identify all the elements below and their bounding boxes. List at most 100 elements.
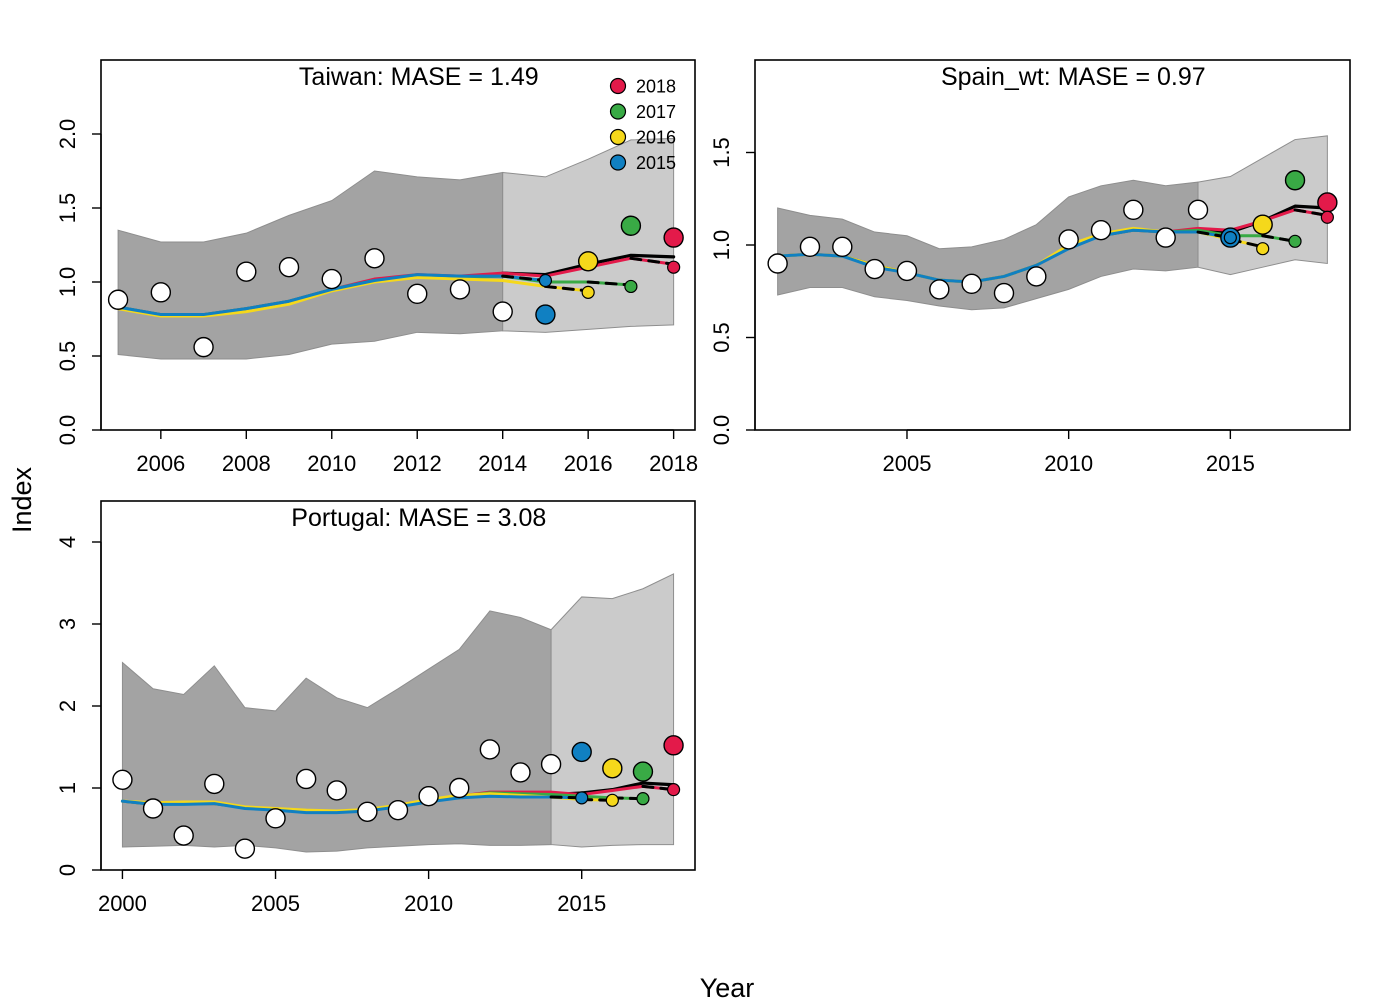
legend-label-2016: 2016 [636,128,676,148]
legend-label-2017: 2017 [636,102,676,122]
observed-point [1090,219,1112,241]
predicted-point-2016 [1256,242,1270,256]
observed-point [1123,199,1144,221]
observed-point [204,773,225,795]
observed-point [112,769,133,790]
figure-xlabel: Year [700,973,755,1000]
x-tick-label: 2006 [136,451,185,476]
peel-line-2015 [776,228,1232,284]
observed-point [663,735,684,756]
legend-marker-2015 [609,154,627,171]
predicted-point-2016 [605,793,619,807]
x-tick-label: 2010 [307,451,356,476]
observed-point [326,780,347,801]
peel-forecast-2016 [543,284,590,293]
peel-forecast-2018 [629,256,676,266]
predicted-point-2017 [636,792,650,806]
observed-point [1026,266,1047,287]
x-tick-label: 2014 [478,451,527,476]
observed-point [265,808,286,829]
observed-point [1058,229,1079,250]
observed-point [234,838,256,859]
observed-point [142,798,164,819]
confidence-band-fit [121,610,552,853]
observed-point [364,248,385,269]
observed-point [407,283,428,305]
observed-point [620,215,642,236]
x-tick-label: 2016 [564,451,613,476]
panel-title: Spain_wt: MASE = 0.97 [941,63,1206,91]
peel-forecast-2017 [586,280,633,287]
observed-point [571,741,592,763]
predicted-point-2017 [624,279,638,294]
y-tick-label: 3 [55,618,80,630]
observed-point [929,279,950,300]
observed-point [632,761,654,782]
predicted-point-2018 [666,783,681,797]
peel-line-2015 [120,794,584,815]
observed-point [864,258,885,280]
observed-point [663,227,684,248]
x-tick-label: 2005 [251,891,300,916]
y-tick-label: 1.0 [55,267,80,298]
observed-point [540,754,562,775]
confidence-band-fit [117,170,504,360]
observed-point [295,768,317,790]
y-tick-label: 1.5 [709,137,734,168]
y-tick-label: 1.5 [55,193,80,224]
predicted-point-2017 [1288,234,1302,248]
observed-point [767,253,788,274]
chart-panel-1: 2006 2008 2010 2012 2014 2016 2018 0.0 0.5 1.0 1.5… [55,59,698,476]
legend-label-2015: 2015 [636,153,676,173]
observed-point [1155,227,1176,248]
observed-point [418,786,439,807]
predicted-point-2015 [538,273,553,288]
observed-point [193,336,214,358]
peel-forecast-2015 [501,274,547,283]
figure-ylabel: Index [7,466,37,533]
legend-marker-2018 [609,77,627,95]
observed-point [173,825,194,846]
chart-panel-2: 2005 2010 2015 0.0 0.5 1.0 1.5 Spain_wt: MASE =… [709,59,1351,476]
observed-point [357,801,378,822]
observed-point [387,799,409,821]
y-tick-label: 0 [55,864,80,876]
observed-point [832,236,853,258]
x-tick-label: 2018 [649,451,698,476]
observed-point [278,257,300,278]
y-tick-label: 0.5 [709,322,734,353]
peel-line-2015 [116,273,547,317]
observed-point [449,279,471,300]
y-tick-label: 0.0 [55,415,80,446]
x-tick-label: 2010 [1044,451,1093,476]
x-tick-label: 2012 [393,451,442,476]
x-tick-label: 2008 [222,451,271,476]
observed-point [799,236,821,258]
x-tick-label: 2015 [1206,451,1255,476]
y-tick-label: 0.0 [709,415,734,446]
observed-point [449,777,470,799]
legend-marker-2017 [609,103,627,120]
observed-point [896,260,918,282]
y-tick-label: 1.0 [709,230,734,261]
chart-panel-3: 2000 2005 2010 2015 0 1 2 3 4 Portugal: MASE = 3.… [55,500,696,916]
predicted-point-2018 [1320,210,1334,224]
predicted-point-2018 [667,260,681,274]
observed-point [1187,199,1209,221]
legend-marker-2016 [609,128,627,146]
predicted-point-2015 [575,791,589,805]
x-tick-label: 2000 [98,891,147,916]
observed-point [1252,214,1273,235]
observed-point [236,261,257,282]
y-tick-label: 0.5 [55,341,80,372]
observed-point [535,304,556,325]
observed-point [321,268,342,290]
observed-point [961,273,982,295]
y-tick-label: 2 [55,700,80,712]
panel-title: Portugal: MASE = 3.08 [291,504,546,532]
legend-label-2018: 2018 [636,77,676,97]
observed-point [479,739,501,760]
observed-point [993,282,1015,304]
x-tick-label: 2015 [557,891,606,916]
